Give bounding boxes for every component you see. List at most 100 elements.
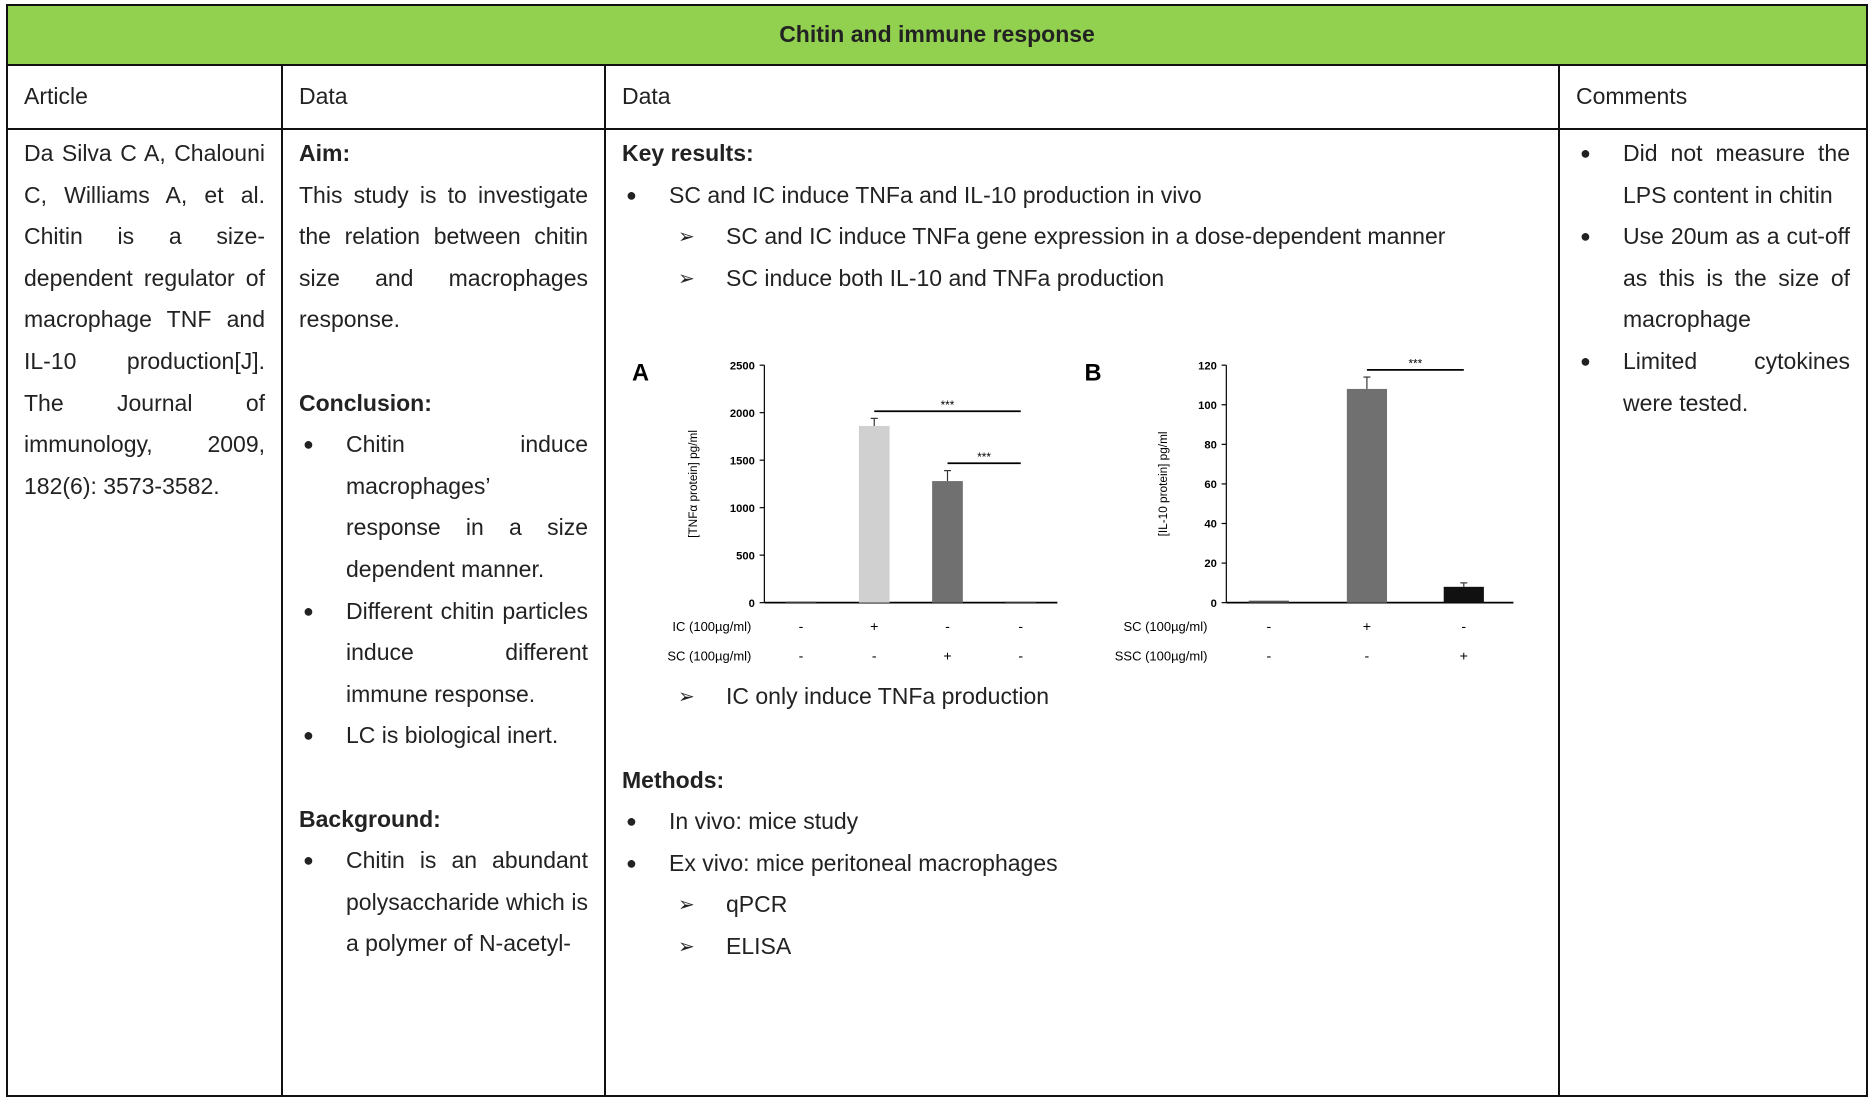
summary-table: Chitin and immune response Article Data … (5, 4, 1868, 1097)
y-tick-label: 2000 (730, 408, 755, 420)
figure: A[TNFα protein] pg/ml0500100015002000250… (632, 357, 1514, 665)
bullet-marker: ● (303, 434, 314, 455)
spacer (299, 341, 588, 383)
bullet-marker: ● (626, 184, 637, 205)
header-cell: Article (6, 64, 283, 130)
panel-label: B (1085, 361, 1102, 387)
condition-mark: - (1365, 649, 1370, 665)
bar (1005, 602, 1037, 604)
header-cell: Data (281, 64, 606, 130)
y-tick-label: 500 (736, 551, 755, 563)
item-text: Different chitin particles induce differ… (346, 597, 588, 707)
significance-label: *** (977, 450, 991, 464)
bullet-marker: ➢ (678, 933, 695, 958)
condition-mark: + (870, 619, 878, 635)
conclusion-list: ● Chitin induce macrophages’ response in … (299, 424, 588, 757)
condition-mark: - (1461, 619, 1466, 635)
bullet-marker: ● (626, 852, 637, 873)
sub-item: ➢ qPCR (622, 884, 1542, 926)
bullet-item: ● Limited cytokines were tested. (1576, 341, 1850, 424)
bullet-marker: ● (303, 850, 314, 871)
bullet-marker: ● (303, 725, 314, 746)
article-text: Da Silva C A, Chalouni C, Williams A, et… (24, 140, 265, 499)
bullet-marker: ➢ (678, 892, 695, 917)
y-tick-label: 40 (1204, 519, 1216, 531)
condition-mark: - (1266, 619, 1271, 635)
y-tick-label: 2500 (730, 361, 755, 373)
bullet-item: ● Use 20um as a cut-off as this is the si… (1576, 216, 1850, 341)
condition-label: SC (100µg/ml) (667, 649, 751, 664)
methods-list: ● In vivo: mice study ● Ex vivo: mice perit… (622, 801, 1542, 967)
key-results-list: ● SC and IC induce TNFa and IL-10 product… (622, 175, 1542, 300)
bullet-marker: ● (1580, 350, 1591, 371)
condition-mark: - (799, 619, 804, 635)
data-cell: Aim: This study is to investigate the re… (281, 128, 606, 1097)
bullet-item: ● SC and IC induce TNFa and IL-10 product… (622, 175, 1542, 217)
heading: Conclusion: (299, 389, 432, 416)
bullet-item: ● Did not measure the LPS content in chit… (1576, 133, 1850, 216)
background-list: ● Chitin is an abundant polysaccharide wh… (299, 840, 588, 965)
bullet-item: ● LC is biological inert. (299, 715, 588, 757)
comments-cell: ● Did not measure the LPS content in chit… (1557, 128, 1868, 1097)
bullet-item: ● Chitin induce macrophages’ response in … (299, 424, 588, 590)
item-text: SC and IC induce TNFa and IL-10 producti… (669, 181, 1202, 208)
sub-item: ➢ IC only induce TNFa production (622, 676, 1542, 718)
bar (1443, 587, 1484, 604)
condition-label: IC (100µg/ml) (672, 619, 751, 634)
significance-label: *** (941, 398, 955, 412)
item-text: Ex vivo: mice peritoneal macrophages (669, 849, 1058, 876)
bar (1248, 601, 1289, 604)
condition-mark: - (872, 649, 877, 665)
y-tick-label: 1500 (730, 456, 755, 468)
heading: Key results: (622, 140, 754, 166)
condition-label: SC (100µg/ml) (1123, 619, 1207, 634)
condition-mark: - (1018, 649, 1023, 665)
y-tick-label: 80 (1204, 440, 1216, 452)
bullet-item: ● Different chitin particles induce diffe… (299, 591, 588, 716)
heading: Aim: (299, 140, 351, 166)
bullet-marker: ➢ (678, 265, 695, 290)
condition-mark: - (1266, 649, 1271, 665)
bullet-marker: ➢ (678, 684, 695, 709)
condition-mark: + (1363, 619, 1371, 635)
condition-mark: - (799, 649, 804, 665)
bullet-marker: ● (1580, 226, 1591, 247)
item-text: IC only induce TNFa production (726, 683, 1050, 710)
aim-text: This study is to investigate the relatio… (299, 181, 588, 333)
y-tick-label: 60 (1204, 479, 1216, 491)
item-text: SC induce both IL-10 and TNFa production (726, 264, 1165, 291)
y-tick-label: 0 (749, 598, 755, 610)
item-text: qPCR (726, 891, 788, 918)
condition-label: SSC (100µg/ml) (1115, 649, 1208, 664)
significance-label: *** (1408, 357, 1422, 371)
item-text: Did not measure the LPS content in chiti… (1623, 140, 1851, 208)
bullet-item: ● In vivo: mice study (622, 801, 1542, 843)
bullet-item: ● Chitin is an abundant polysaccharide wh… (299, 840, 588, 965)
item-text: Chitin induce macrophages’ response in a… (346, 431, 588, 582)
sub-item: ➢ ELISA (622, 926, 1542, 968)
heading: Background: (299, 805, 441, 832)
y-tick-label: 0 (1211, 598, 1217, 610)
item-text: Chitin is an abundant polysaccharide whi… (346, 847, 588, 957)
bar (858, 426, 890, 604)
bullet-marker: ● (626, 811, 637, 832)
condition-mark: - (945, 619, 950, 635)
table-title: Chitin and immune response (5, 4, 1868, 66)
sub-item: ➢ SC and IC induce TNFa gene expression i… (622, 216, 1542, 258)
article-cell: Da Silva C A, Chalouni C, Williams A, et… (6, 128, 283, 1097)
bar (932, 481, 963, 604)
item-text: Limited cytokines were tested. (1623, 347, 1851, 416)
sub-item: ➢ SC induce both IL-10 and TNFa productio… (622, 258, 1542, 300)
y-tick-label: 1000 (730, 503, 755, 515)
comments-list: ● Did not measure the LPS content in chit… (1576, 133, 1850, 424)
item-text: ELISA (726, 932, 792, 959)
header-cell: Data (604, 64, 1560, 130)
results-cell: Key results: ● SC and IC induce TNFa and … (604, 128, 1560, 1097)
header-cell: Comments (1557, 64, 1868, 130)
bullet-marker: ➢ (678, 224, 695, 249)
y-axis-label: [IL-10 protein] pg/ml (1156, 432, 1170, 537)
heading: Methods: (622, 766, 725, 793)
bullet-item: ● Ex vivo: mice peritoneal macrophages (622, 843, 1542, 885)
bar (785, 601, 817, 604)
